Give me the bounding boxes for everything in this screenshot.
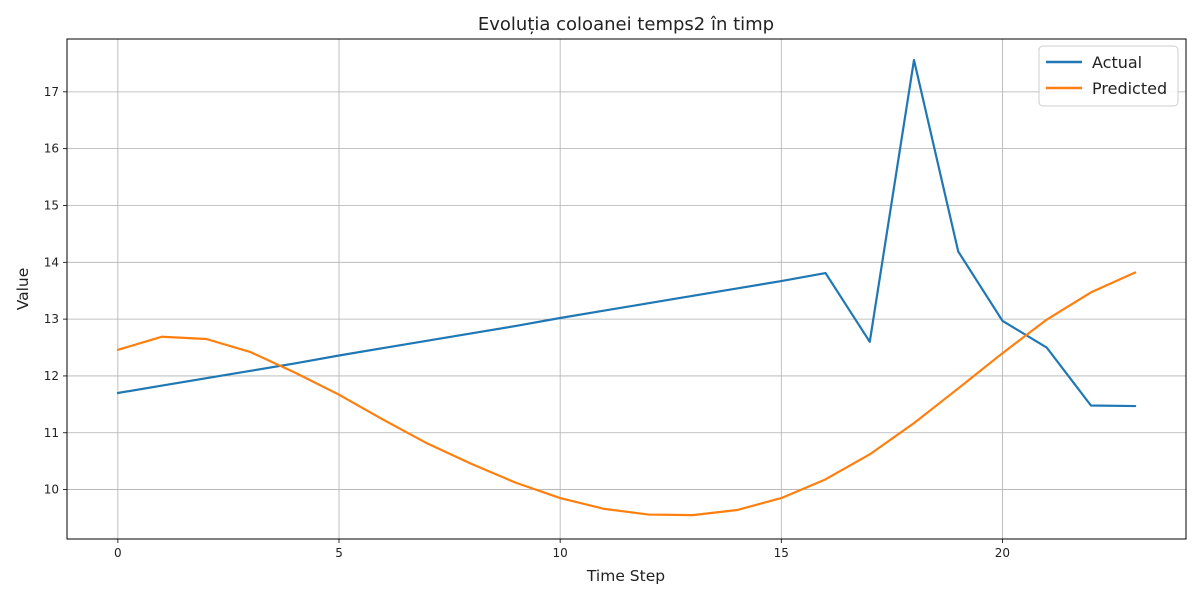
- legend: Actual Predicted: [1038, 45, 1179, 107]
- x-tick-label: 0: [114, 546, 122, 560]
- x-tick-label: 20: [995, 546, 1010, 560]
- y-tick-label: 15: [44, 198, 59, 212]
- legend-label-predicted: Predicted: [1092, 79, 1167, 98]
- x-tick-label: 10: [553, 546, 568, 560]
- x-axis-label: Time Step: [586, 567, 665, 585]
- tick-layer: 0 5 10 15 20 10 11 12 13 14 15 16 17: [44, 85, 1010, 560]
- series-layer: [116, 58, 1137, 517]
- y-tick-label: 13: [44, 312, 59, 326]
- x-tick-label: 5: [335, 546, 343, 560]
- y-tick-label: 10: [44, 483, 59, 497]
- series-line-predicted: [116, 271, 1137, 517]
- y-tick-label: 16: [44, 142, 59, 156]
- y-tick-label: 11: [44, 426, 59, 440]
- y-tick-label: 17: [44, 85, 59, 99]
- plot-frame: [66, 38, 1187, 540]
- chart-title: Evoluția coloanei temps2 în timp: [478, 14, 774, 35]
- grid-layer: [67, 39, 1186, 539]
- y-axis-label: Value: [14, 268, 32, 311]
- x-tick-label: 15: [774, 546, 789, 560]
- y-tick-label: 14: [44, 255, 59, 269]
- series-line-actual: [116, 58, 1137, 408]
- y-tick-label: 12: [44, 369, 59, 383]
- legend-label-actual: Actual: [1092, 53, 1142, 72]
